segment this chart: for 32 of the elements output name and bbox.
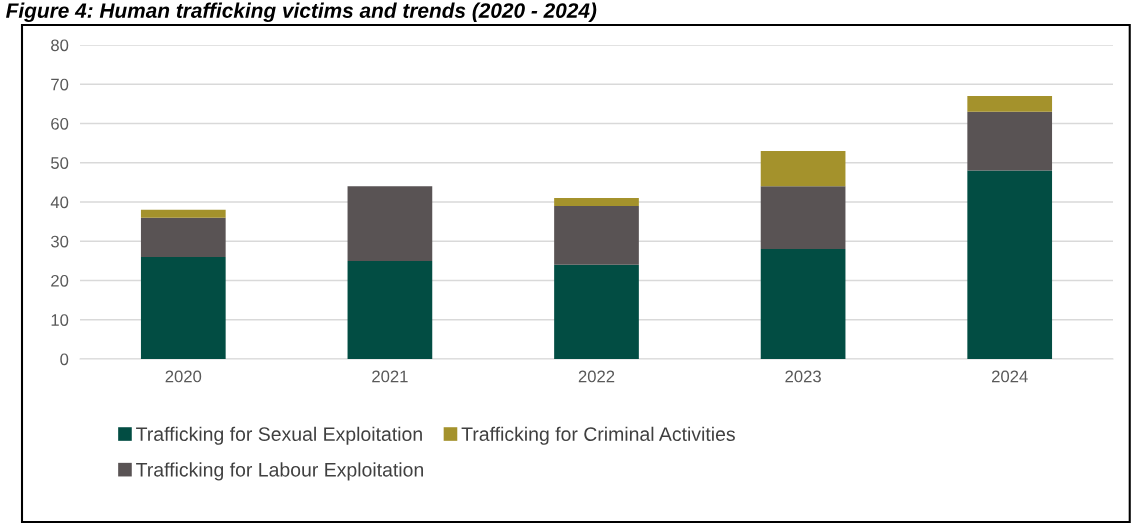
bar <box>140 209 226 218</box>
x-tick-label: 2020 <box>165 370 202 383</box>
bar <box>554 198 639 206</box>
bar <box>760 249 846 359</box>
y-tick-label: 10 <box>51 314 69 326</box>
bar <box>967 111 1053 171</box>
y-tick-label: 20 <box>51 274 69 287</box>
bar <box>554 205 639 265</box>
x-tick-label: 2024 <box>992 370 1028 383</box>
y-tick-label: 0 <box>60 353 69 366</box>
y-tick-label: 60 <box>51 117 69 130</box>
chart-title: Figure 4: Human trafficking victims and trends (2020 - 2024) <box>6 2 597 23</box>
bar <box>140 217 226 257</box>
y-tick-label: 40 <box>50 196 69 209</box>
bar <box>347 260 433 359</box>
y-tick-label: 70 <box>51 78 69 91</box>
y-tick-label: 30 <box>50 235 69 248</box>
x-tick-label: 2022 <box>578 370 615 383</box>
y-tick-label: 50 <box>51 157 69 169</box>
bar <box>347 186 433 261</box>
bar <box>554 264 639 359</box>
x-tick-label: 2021 <box>372 370 408 383</box>
bar <box>967 170 1053 359</box>
x-tick-label: 2023 <box>785 370 821 383</box>
legend-label: Trafficking for Criminal Activities <box>461 426 735 445</box>
bar <box>140 256 226 359</box>
legend-label: Trafficking for Labour Exploitation <box>136 462 423 481</box>
bar <box>967 96 1053 112</box>
bar <box>760 186 846 250</box>
bar <box>760 150 846 187</box>
y-tick-label: 80 <box>51 39 69 52</box>
legend-label: Trafficking for Sexual Exploitation <box>136 426 422 445</box>
